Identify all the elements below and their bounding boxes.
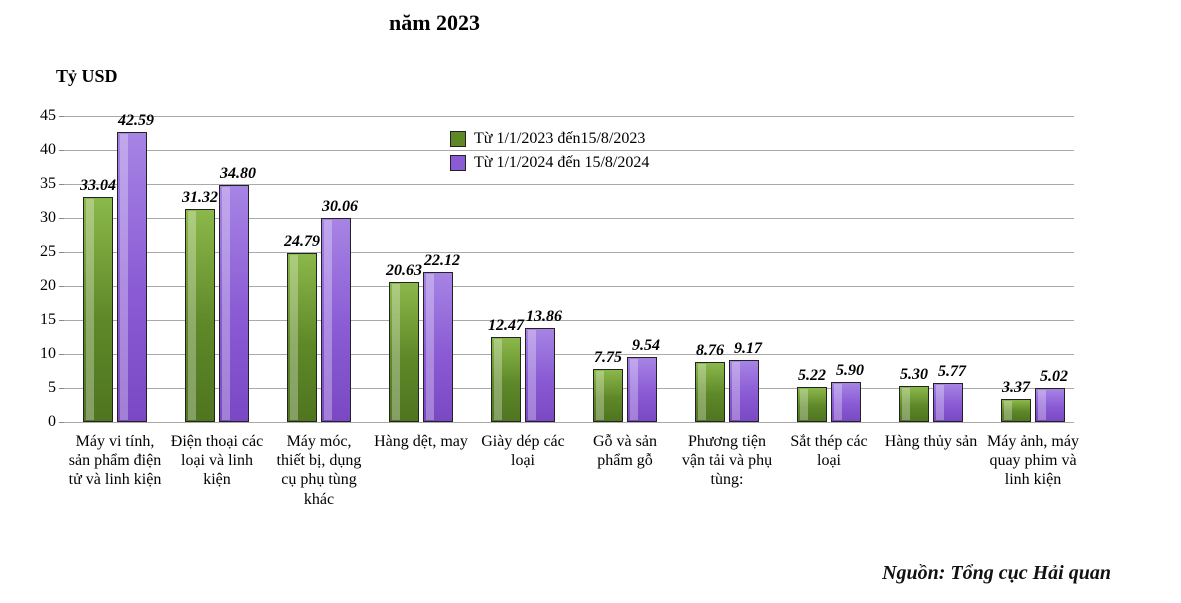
bar-series-b xyxy=(117,132,147,422)
category-label: Phương tiện vận tải và phụ tùng: xyxy=(679,422,775,490)
gridline xyxy=(64,184,1074,185)
source-caption: Nguồn: Tổng cục Hải quan xyxy=(882,562,1111,585)
y-axis-title: Tỷ USD xyxy=(56,66,118,87)
y-tick-label: 0 xyxy=(48,413,64,431)
value-label-series-b: 5.90 xyxy=(836,362,864,380)
y-tick-label: 45 xyxy=(40,107,64,125)
value-label-series-a: 12.47 xyxy=(488,317,524,335)
bar-series-b xyxy=(933,383,963,422)
bar-series-b xyxy=(1035,388,1065,422)
value-label-series-b: 22.12 xyxy=(424,252,460,270)
y-tick-label: 15 xyxy=(40,311,64,329)
value-label-series-a: 5.30 xyxy=(900,366,928,384)
value-label-series-a: 3.37 xyxy=(1002,379,1030,397)
value-label-series-a: 20.63 xyxy=(386,262,422,280)
value-label-series-a: 8.76 xyxy=(696,342,724,360)
value-label-series-b: 42.59 xyxy=(118,112,154,130)
legend-swatch-icon xyxy=(450,155,466,171)
gridline xyxy=(64,218,1074,219)
bar-series-a xyxy=(695,362,725,422)
value-label-series-a: 31.32 xyxy=(182,189,218,207)
y-tick-label: 40 xyxy=(40,141,64,159)
legend-label: Từ 1/1/2023 đến15/8/2023 xyxy=(474,130,645,148)
category-label: Máy vi tính, sản phẩm điện tử và linh ki… xyxy=(67,422,163,490)
y-tick-label: 25 xyxy=(40,243,64,261)
gridline xyxy=(64,354,1074,355)
value-label-series-a: 24.79 xyxy=(284,233,320,251)
value-label-series-b: 13.86 xyxy=(526,308,562,326)
value-label-series-b: 30.06 xyxy=(322,198,358,216)
bar-series-a xyxy=(185,209,215,422)
bar-series-a xyxy=(1001,399,1031,422)
bar-series-b xyxy=(321,218,351,422)
value-label-series-a: 5.22 xyxy=(798,367,826,385)
chart-title: năm 2023 xyxy=(389,10,480,36)
chart-stage: năm 2023 Tỷ USD 0 5 10 15 20 25 30 35 40 45 33.04 4… xyxy=(0,0,1181,603)
bar-series-a xyxy=(491,337,521,422)
value-label-series-b: 34.80 xyxy=(220,165,256,183)
legend-label: Từ 1/1/2024 đến 15/8/2024 xyxy=(474,154,649,172)
value-label-series-b: 5.02 xyxy=(1040,368,1068,386)
value-label-series-b: 9.54 xyxy=(632,337,660,355)
category-label: Hàng dệt, may xyxy=(373,422,469,451)
category-label: Sắt thép các loại xyxy=(781,422,877,470)
y-tick-label: 20 xyxy=(40,277,64,295)
y-tick-label: 10 xyxy=(40,345,64,363)
category-label: Máy móc, thiết bị, dụng cụ phụ tùng khác xyxy=(271,422,367,509)
legend: Từ 1/1/2023 đến15/8/2023 Từ 1/1/2024 đến… xyxy=(450,124,770,178)
bar-series-b xyxy=(423,272,453,422)
category-label: Gỗ và sản phẩm gỗ xyxy=(577,422,673,470)
category-label: Điện thoại các loại và linh kiện xyxy=(169,422,265,490)
bar-series-b xyxy=(627,357,657,422)
gridline xyxy=(64,286,1074,287)
category-label: Hàng thủy sản xyxy=(883,422,979,451)
bar-series-a xyxy=(389,282,419,422)
bar-series-a xyxy=(899,386,929,422)
bar-series-a xyxy=(797,387,827,422)
bar-series-b xyxy=(219,185,249,422)
bar-series-b xyxy=(729,360,759,422)
y-tick-label: 30 xyxy=(40,209,64,227)
category-label: Máy ảnh, máy quay phim và linh kiện xyxy=(985,422,1081,490)
gridline xyxy=(64,320,1074,321)
value-label-series-b: 5.77 xyxy=(938,363,966,381)
value-label-series-a: 33.04 xyxy=(80,177,116,195)
legend-item-series-a: Từ 1/1/2023 đến15/8/2023 xyxy=(450,130,770,148)
gridline xyxy=(64,252,1074,253)
y-tick-label: 5 xyxy=(48,379,64,397)
category-label: Giày dép các loại xyxy=(475,422,571,470)
gridline xyxy=(64,116,1074,117)
y-tick-label: 35 xyxy=(40,175,64,193)
legend-item-series-b: Từ 1/1/2024 đến 15/8/2024 xyxy=(450,154,770,172)
bar-series-b xyxy=(831,382,861,422)
value-label-series-a: 7.75 xyxy=(594,349,622,367)
bar-series-b xyxy=(525,328,555,422)
bar-series-a xyxy=(287,253,317,422)
bar-series-a xyxy=(83,197,113,422)
value-label-series-b: 9.17 xyxy=(734,340,762,358)
bar-series-a xyxy=(593,369,623,422)
legend-swatch-icon xyxy=(450,131,466,147)
